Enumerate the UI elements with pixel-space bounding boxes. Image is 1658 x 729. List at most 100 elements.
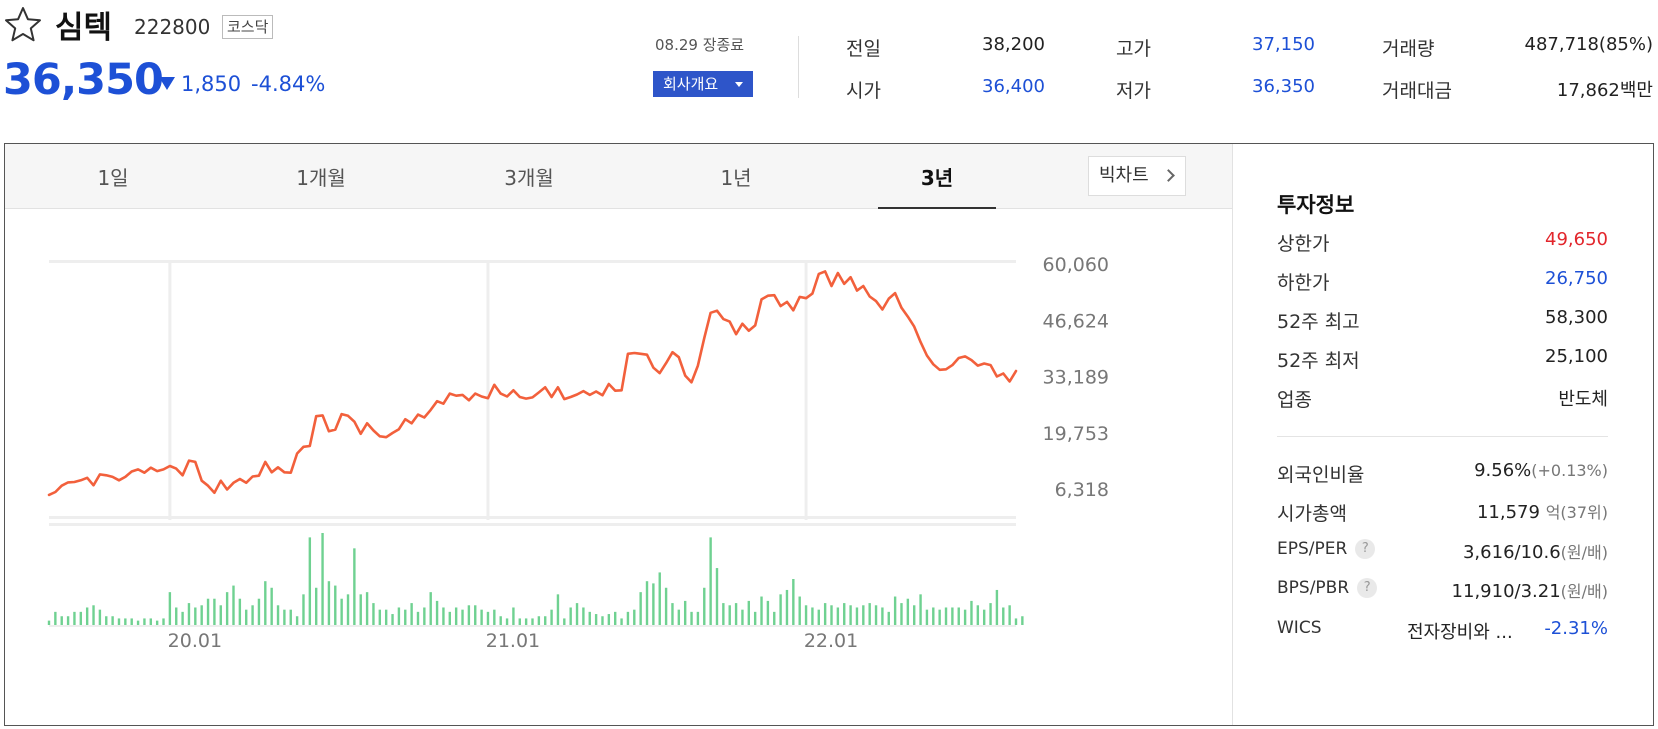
volume-bar: [136, 620, 140, 625]
volume-bar: [257, 598, 261, 625]
market-cap-rank: (37위): [1560, 503, 1608, 522]
tab-1day[interactable]: 1일: [97, 166, 129, 190]
volume-bar: [544, 616, 547, 625]
bps-pbr: 11,910/3.21: [1451, 581, 1561, 602]
volume-bar: [703, 587, 706, 625]
volume-bar: [963, 609, 967, 625]
volume-bar: [130, 618, 133, 625]
wics-rate: -2.31%: [1544, 618, 1608, 639]
big-chart-button[interactable]: 빅차트: [1088, 156, 1186, 196]
grid-line: [168, 260, 172, 520]
bps-pbr-value: 11,910/3.21(원/배): [1452, 578, 1608, 602]
volume-bar: [251, 605, 254, 625]
volume-bar: [372, 603, 375, 625]
volume-bar: [563, 618, 566, 625]
volume-bar: [779, 594, 782, 625]
volume-bar: [849, 605, 852, 625]
volume-bar: [245, 609, 248, 625]
volume-bar: [747, 600, 751, 625]
question-circle-icon[interactable]: ?: [1355, 539, 1376, 559]
volume-bar: [881, 607, 884, 625]
volume-bar: [302, 594, 305, 625]
volume-bar: [919, 594, 922, 625]
volume-bar: [766, 600, 770, 625]
active-tab-indicator: [878, 207, 996, 209]
volume-bar: [85, 607, 89, 625]
wics-sector[interactable]: 전자장비와 ...: [1407, 622, 1513, 643]
volume-bar: [1014, 618, 1018, 625]
volume-bar: [480, 609, 483, 625]
market-cap-unit: 억: [1545, 503, 1561, 522]
high-label: 고가: [1116, 38, 1151, 60]
volume-bar: [200, 605, 203, 625]
volume-bar: [868, 603, 871, 625]
volume-bar: [314, 587, 318, 625]
eps-per: 3,616/10.6: [1462, 542, 1561, 563]
high-value: 37,150: [1252, 34, 1315, 55]
foreign-ratio-value: 9.56%(+0.13%): [1474, 460, 1608, 481]
prev-close-label: 전일: [846, 38, 881, 60]
tab-1month[interactable]: 1개월: [296, 166, 346, 190]
volume-bar: [976, 605, 980, 625]
volume-bar: [652, 583, 655, 625]
volume-bar: [321, 533, 324, 625]
volume-bar: [308, 537, 312, 625]
tab-1year[interactable]: 1년: [720, 166, 752, 190]
volume-bar: [213, 598, 216, 625]
volume-bar: [499, 616, 502, 625]
period-tabs: 1일 1개월 3개월 1년 3년 빅차트: [5, 144, 1232, 209]
stock-code: 222800: [134, 15, 211, 39]
volume-value: 487,718(85%): [1524, 34, 1654, 55]
company-overview-button[interactable]: 회사개요: [653, 71, 753, 97]
industry-value[interactable]: 반도체: [1558, 389, 1608, 410]
volume-bar: [944, 607, 948, 625]
volume-bar: [823, 603, 827, 625]
question-circle-icon[interactable]: ?: [1357, 578, 1378, 598]
volume-bar: [194, 607, 197, 625]
volume-bar: [588, 611, 591, 625]
volume-bar: [677, 609, 681, 625]
volume-bar: [830, 605, 833, 625]
volume-bar: [811, 607, 814, 625]
volume-bar: [155, 620, 159, 625]
x-tick-label: 21.01: [486, 630, 540, 652]
volume-bar: [913, 605, 916, 625]
x-tick-label: 20.01: [168, 630, 222, 652]
industry-label: 업종: [1277, 389, 1312, 411]
volume-bar: [957, 607, 960, 625]
divider: [1232, 144, 1233, 725]
volume-bar: [804, 605, 808, 625]
tab-3month[interactable]: 3개월: [504, 166, 554, 190]
volume-bar: [690, 611, 693, 625]
volume-bar: [454, 607, 458, 625]
caret-down-icon: [735, 82, 743, 87]
invest-info-title: 투자정보: [1277, 193, 1355, 217]
eps-per-label: EPS/PER?: [1277, 539, 1376, 559]
volume-bar: [397, 607, 401, 625]
divider: [1277, 436, 1608, 437]
volume-bar: [518, 618, 521, 625]
volume-bar: [1021, 616, 1024, 625]
trade-amount-value: 17,862백만: [1556, 80, 1653, 101]
volume-bar: [607, 614, 611, 625]
volume-bar: [162, 618, 165, 625]
volume-bar: [1002, 607, 1005, 625]
volume-bar: [874, 605, 878, 625]
volume-bar: [900, 603, 903, 625]
volume-bar: [334, 585, 337, 625]
tab-3year[interactable]: 3년: [920, 166, 954, 190]
volume-bar: [633, 609, 636, 625]
volume-bar: [486, 611, 490, 625]
volume-bar: [862, 605, 865, 625]
volume-bar: [951, 607, 954, 625]
volume-bar: [932, 607, 935, 625]
price-chart[interactable]: 60,060 46,624 33,189 19,753 6,318 20.01 21.01…: [5, 210, 1232, 725]
volume-bar: [416, 611, 420, 625]
volume-bar: [346, 594, 350, 625]
star-outline-icon[interactable]: [4, 6, 42, 42]
volume-bar: [773, 611, 776, 625]
volume-bar: [594, 614, 598, 625]
volume-bar: [187, 603, 191, 625]
lower-limit-value: 26,750: [1545, 268, 1608, 289]
volume-bar: [843, 603, 846, 625]
